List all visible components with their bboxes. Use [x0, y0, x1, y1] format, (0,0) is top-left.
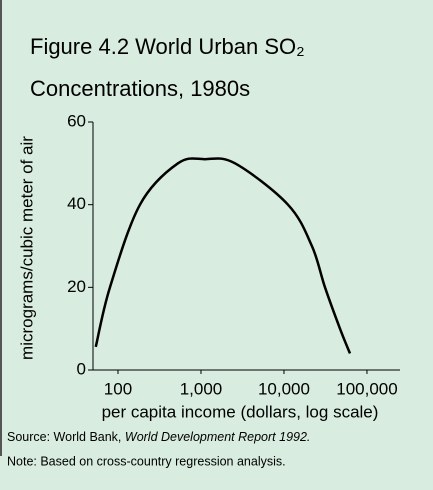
y-axis-label: micrograms/cubic meter of air [17, 136, 36, 360]
y-tick-label: 20 [67, 277, 86, 296]
source-publication: World Development Report 1992. [125, 430, 311, 444]
note: Note: Based on cross-country regression … [7, 454, 286, 468]
x-tick-label: 100 [104, 379, 132, 398]
source-text: Source: World Bank, [7, 430, 121, 444]
chart-title: Concentrations, 1980s [30, 76, 250, 101]
y-tick-label: 60 [67, 111, 86, 130]
chart-title: Figure 4.2 World Urban SO₂ [30, 34, 305, 59]
x-axis-label: per capita income (dollars, log scale) [102, 402, 379, 421]
y-tick-label: 40 [67, 194, 86, 213]
source: Source: World Bank, World Development Re… [7, 430, 310, 444]
x-tick-label: 100,000 [336, 379, 397, 398]
x-tick-label: 10,000 [258, 379, 310, 398]
x-tick-label: 1,000 [180, 379, 223, 398]
series-line [94, 157, 352, 354]
y-tick-label: 0 [77, 359, 86, 378]
